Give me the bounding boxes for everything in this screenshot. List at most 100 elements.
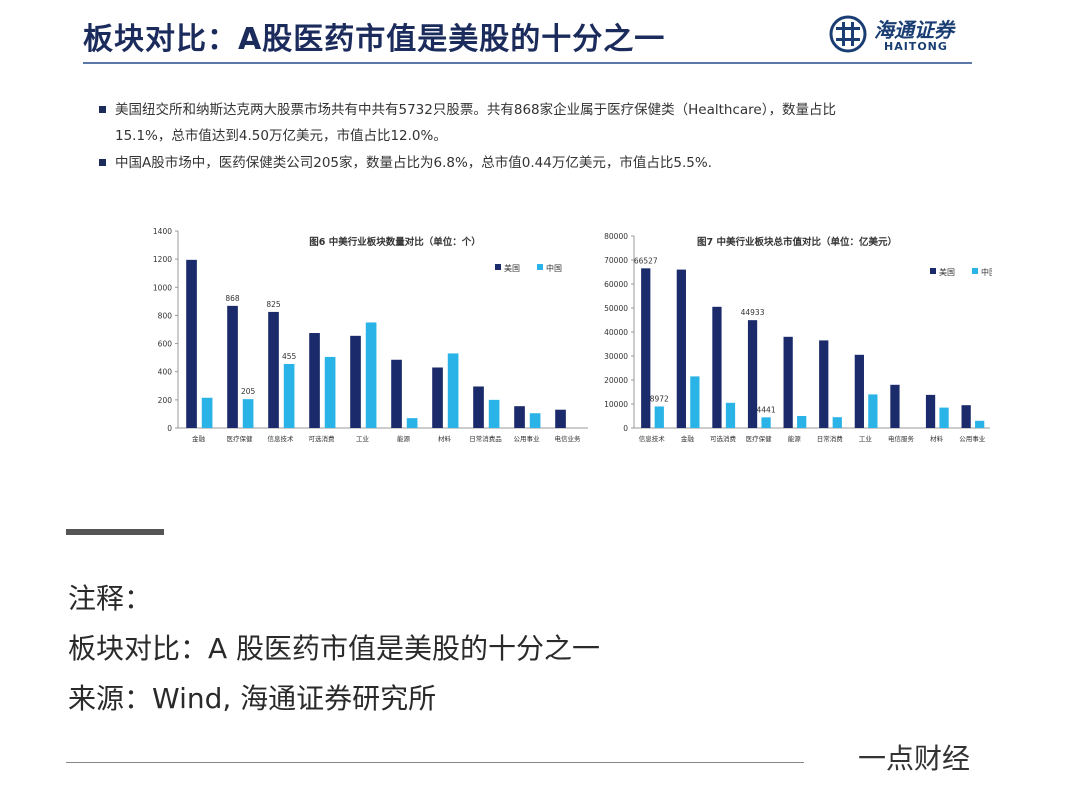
legend-swatch [537, 264, 543, 270]
bullet-marker-icon [99, 159, 106, 166]
bar-us [186, 259, 197, 428]
sector-marketcap-chart: 图7 中美行业板块总市值对比（单位：亿美元） 0 10000 20000 30000 40… [604, 232, 992, 443]
y-tick-label: 60000 [604, 280, 628, 289]
y-tick-label: 30000 [604, 352, 628, 361]
y-tick-label: 70000 [604, 256, 628, 265]
legend-label: 美国 [504, 263, 520, 273]
chart-title: 图7 中美行业板块总市值对比（单位：亿美元） [697, 236, 897, 248]
x-tick-label: 医疗保健 [746, 434, 773, 443]
bar-cn [406, 418, 418, 428]
footer-rule [66, 762, 804, 763]
slide-title: 板块对比：A股医药市值是美股的十分之一 [83, 22, 666, 57]
bar-us [350, 335, 361, 428]
bar-us [676, 269, 686, 428]
notes-heading: 注释： [68, 582, 153, 615]
logo-text-en: HAITONG [884, 40, 948, 53]
bullet-us-text-1: 美国纽交所和纳斯达克两大股票市场共有中共有5732只股票。共有868家企业属于医… [115, 102, 836, 118]
legend-swatch [972, 268, 978, 274]
bar-cn [283, 363, 295, 428]
y-tick-label: 0 [623, 424, 628, 433]
x-tick-label: 信息技术 [268, 434, 295, 443]
x-tick-label: 电信服务 [888, 434, 915, 443]
bar-cn [761, 417, 771, 428]
bar-us [783, 336, 793, 428]
y-tick-label: 40000 [604, 328, 628, 337]
x-tick-label: 日常消费品 [469, 434, 502, 443]
bar-cn [654, 406, 664, 428]
x-tick-label: 能源 [788, 434, 802, 443]
x-tick-label: 能源 [397, 434, 411, 443]
haitong-logo: 海通证券 HAITONG [828, 12, 978, 58]
bar-us [473, 386, 484, 428]
bar-us [309, 333, 320, 428]
y-tick-label: 50000 [604, 304, 628, 313]
data-label: 4441 [757, 405, 776, 414]
brand-label: 一点财经 [858, 742, 971, 775]
x-tick-label: 医疗保健 [227, 434, 254, 443]
logo-text-cn: 海通证券 [874, 18, 954, 42]
data-label: 868 [225, 294, 240, 303]
bar-cn [365, 322, 377, 428]
data-label: 205 [241, 387, 256, 396]
x-tick-label: 公用事业 [514, 434, 541, 443]
bar-us [555, 409, 566, 428]
bar-cn [832, 417, 842, 428]
x-tick-label: 公用事业 [959, 434, 986, 443]
bar-us [961, 405, 971, 428]
bullet-cn: 中国A股市场中，医药保健类公司205家，数量占比为6.8%，总市值0.44万亿美… [99, 150, 712, 176]
x-tick-label: 可选消费 [309, 434, 336, 443]
bar-us [925, 394, 936, 428]
bar-us [391, 359, 402, 428]
title-divider [83, 62, 972, 64]
bar-cn [725, 402, 736, 428]
x-tick-label: 信息技术 [639, 434, 666, 443]
y-tick-label: 800 [158, 311, 173, 320]
x-tick-label: 可选消费 [710, 434, 737, 443]
haitong-emblem-icon [829, 15, 867, 53]
data-label: 8972 [650, 394, 669, 403]
bar-us [432, 367, 443, 428]
bar-cn [324, 356, 336, 428]
y-tick-label: 20000 [604, 376, 628, 385]
bar-cn [939, 407, 949, 428]
bar-us [890, 384, 900, 428]
data-label: 66527 [634, 256, 658, 265]
section-divider [66, 529, 164, 535]
bullet-us-cont: 15.1%，总市值达到4.50万亿美元，市值占比12.0%。 [115, 123, 447, 149]
x-tick-label: 工业 [859, 434, 873, 443]
bar-us [268, 311, 279, 428]
y-tick-label: 600 [158, 340, 173, 349]
x-tick-label: 金融 [681, 434, 695, 443]
y-tick-label: 0 [167, 424, 172, 433]
bar-cn [868, 394, 878, 428]
bar-us [712, 306, 722, 428]
y-tick-label: 1000 [153, 283, 172, 292]
bar-us [641, 268, 651, 428]
bar-us [854, 354, 864, 428]
bar-cn [447, 353, 459, 428]
bar-us [227, 305, 238, 428]
report-slide: 板块对比：A股医药市值是美股的十分之一 海通证券 HAITONG 美国纽交所和纳… [55, 0, 1000, 490]
bullet-cn-text: 中国A股市场中，医药保健类公司205家，数量占比为6.8%，总市值0.44万亿美… [115, 155, 712, 171]
bar-us [819, 340, 829, 428]
data-label: 455 [282, 352, 297, 361]
bullet-marker-icon [99, 106, 106, 113]
bar-us [747, 320, 758, 428]
legend-label: 美国 [939, 267, 955, 277]
notes-source: 来源：Wind, 海通证券研究所 [68, 682, 437, 715]
y-tick-label: 10000 [604, 400, 628, 409]
legend-swatch [930, 268, 936, 274]
bullet-us: 美国纽交所和纳斯达克两大股票市场共有中共有5732只股票。共有868家企业属于医… [99, 97, 836, 123]
x-tick-label: 材料 [438, 434, 452, 443]
bullet-us-text-2: 15.1%，总市值达到4.50万亿美元，市值占比12.0%。 [115, 128, 447, 144]
notes-line-1: 板块对比：A 股医药市值是美股的十分之一 [68, 632, 601, 665]
bar-cn [242, 399, 254, 428]
bar-cn [690, 376, 700, 428]
bar-cn [201, 397, 213, 428]
bar-cn [488, 399, 500, 428]
bar-cn [975, 420, 985, 428]
bar-cn [797, 416, 807, 428]
data-label: 44933 [741, 308, 765, 317]
x-tick-label: 金融 [192, 434, 206, 443]
legend-swatch [495, 264, 501, 270]
